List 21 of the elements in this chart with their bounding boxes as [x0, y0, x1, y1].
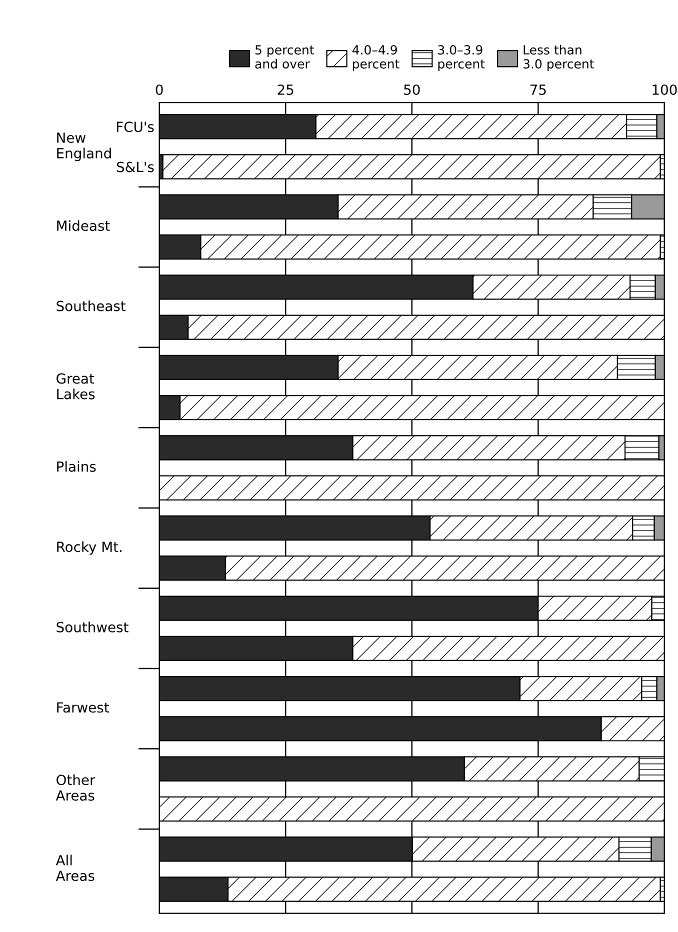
text: Southwest: [56, 622, 128, 632]
text: Plains: [57, 461, 96, 472]
text: Other Areas: [56, 774, 96, 801]
text: All Areas: [56, 854, 94, 882]
legend-label: 5 percent and over: [255, 45, 314, 69]
legend-label: 3.0–3.9 percent: [438, 45, 485, 71]
text: Mideast: [57, 220, 110, 231]
x-tick-label: 75: [530, 84, 546, 95]
text: New England: [57, 132, 111, 162]
text: Southeast: [56, 300, 126, 312]
x-tick-label: 25: [278, 84, 294, 95]
text: Great Lakes: [56, 373, 95, 400]
y-tick-label: FCU's: [116, 122, 154, 132]
text: Rocky Mt.: [57, 541, 122, 555]
legend-label: 4.0–4.9 percent: [352, 45, 400, 71]
legend-label: Less than 3.0 percent: [523, 44, 594, 71]
x-tick-label: 50: [404, 84, 420, 95]
x-tick-label: 0: [156, 84, 163, 95]
x-tick-label: 100: [652, 84, 677, 95]
text: Farwest: [57, 702, 109, 713]
y-tick-label: S&L's: [116, 162, 154, 172]
